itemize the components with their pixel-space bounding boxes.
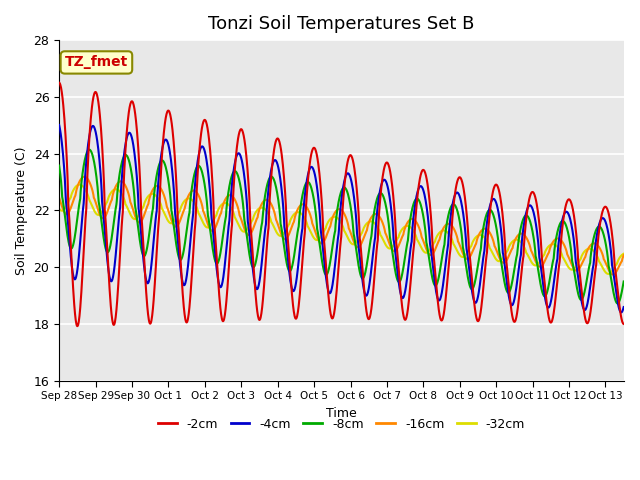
-32cm: [295, 209, 303, 215]
-32cm: [317, 234, 324, 240]
-4cm: [617, 310, 625, 315]
-4cm: [317, 223, 324, 229]
-32cm: [604, 271, 612, 277]
Line: -32cm: -32cm: [59, 185, 624, 274]
-16cm: [81, 174, 88, 180]
-32cm: [307, 229, 315, 235]
Y-axis label: Soil Temperature (C): Soil Temperature (C): [15, 146, 28, 275]
-16cm: [317, 240, 324, 246]
-32cm: [76, 182, 83, 188]
Line: -8cm: -8cm: [59, 150, 624, 303]
-8cm: [55, 163, 63, 168]
-2cm: [377, 190, 385, 195]
-4cm: [620, 304, 628, 310]
-16cm: [122, 184, 130, 190]
-8cm: [614, 300, 621, 306]
Line: -2cm: -2cm: [59, 83, 624, 326]
-2cm: [295, 300, 303, 305]
-8cm: [99, 232, 107, 238]
-4cm: [307, 165, 314, 170]
-4cm: [295, 258, 303, 264]
Title: Tonzi Soil Temperatures Set B: Tonzi Soil Temperatures Set B: [208, 15, 475, 33]
-2cm: [122, 136, 130, 142]
-32cm: [620, 251, 628, 257]
Line: -16cm: -16cm: [59, 177, 624, 275]
-4cm: [122, 140, 130, 145]
-32cm: [55, 206, 63, 212]
-4cm: [55, 122, 63, 128]
Line: -4cm: -4cm: [59, 125, 624, 312]
X-axis label: Time: Time: [326, 407, 356, 420]
-2cm: [620, 321, 628, 327]
-8cm: [307, 183, 315, 189]
-8cm: [122, 152, 130, 158]
-4cm: [99, 206, 107, 212]
-16cm: [620, 252, 628, 258]
-32cm: [122, 203, 130, 208]
-8cm: [295, 218, 303, 224]
-8cm: [377, 190, 385, 196]
-8cm: [86, 147, 93, 153]
-16cm: [295, 204, 303, 210]
-2cm: [74, 323, 81, 329]
-8cm: [620, 278, 628, 284]
-16cm: [377, 216, 385, 222]
-16cm: [55, 195, 63, 201]
-32cm: [99, 206, 107, 212]
Legend: -2cm, -4cm, -8cm, -16cm, -32cm: -2cm, -4cm, -8cm, -16cm, -32cm: [153, 413, 530, 436]
-2cm: [307, 154, 315, 160]
-2cm: [317, 187, 324, 193]
-16cm: [307, 214, 315, 219]
-32cm: [377, 232, 385, 238]
-16cm: [99, 216, 107, 221]
Text: TZ_fmet: TZ_fmet: [65, 55, 128, 70]
-4cm: [376, 186, 384, 192]
-2cm: [55, 80, 63, 85]
-8cm: [317, 251, 324, 256]
-16cm: [609, 272, 616, 277]
-2cm: [99, 163, 107, 168]
